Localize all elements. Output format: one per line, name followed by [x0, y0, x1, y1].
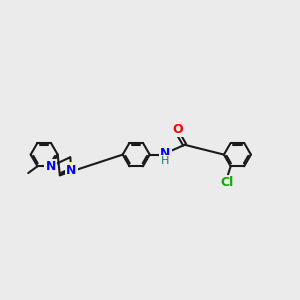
- Text: Cl: Cl: [220, 176, 234, 189]
- Text: N: N: [66, 164, 77, 176]
- Text: O: O: [172, 123, 183, 136]
- Text: H: H: [161, 156, 170, 166]
- Text: N: N: [46, 160, 56, 173]
- Text: N: N: [160, 147, 170, 160]
